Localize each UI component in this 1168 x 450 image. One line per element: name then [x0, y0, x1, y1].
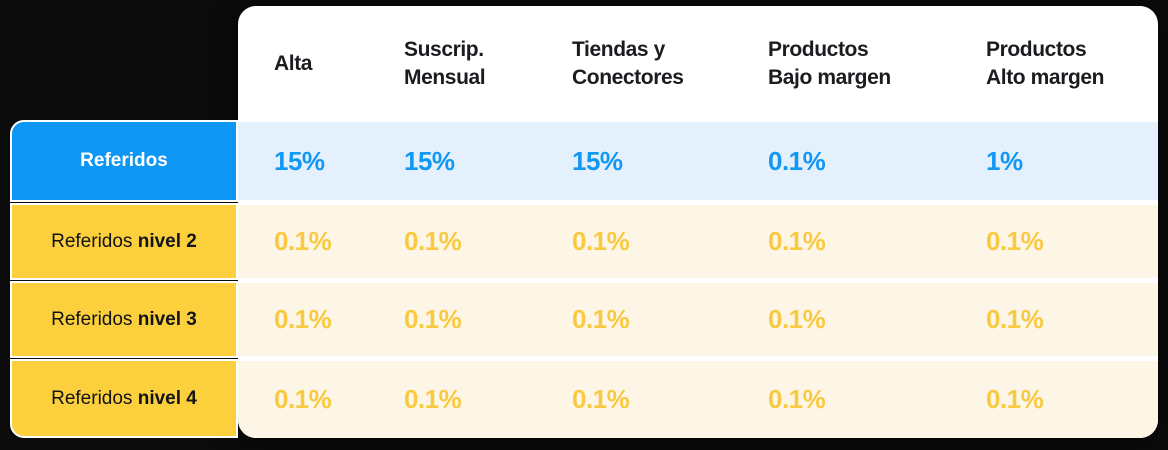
value-cell: 0.1%	[986, 226, 1044, 256]
row-label-bold: nivel 2	[137, 230, 197, 252]
row-values-referidos: 15% 15% 15% 0.1% 1%	[238, 122, 1158, 200]
value-cell: 0.1%	[768, 384, 826, 414]
column-header-productos-alto-margen: Productos Alto margen	[950, 6, 1158, 122]
row-values-referidos-nivel-4: 0.1% 0.1% 0.1% 0.1% 0.1%	[238, 361, 1158, 438]
header-line: Alto margen	[986, 66, 1105, 89]
value-cell: 15%	[572, 145, 623, 176]
value-cell: 0.1%	[404, 226, 462, 256]
value-cell: 0.1%	[274, 226, 332, 256]
value-cell: 0.1%	[404, 384, 462, 414]
value-cell: 0.1%	[274, 384, 332, 414]
header-line: Mensual	[404, 66, 486, 89]
value-cell: 0.1%	[768, 145, 826, 176]
header-line: Productos	[768, 38, 869, 61]
row-values-referidos-nivel-2: 0.1% 0.1% 0.1% 0.1% 0.1%	[238, 205, 1158, 278]
value-cell: 0.1%	[572, 304, 630, 334]
row-label-referidos: Referidos	[10, 120, 238, 202]
row-label-regular: Referidos	[51, 387, 138, 409]
value-cell: 15%	[274, 145, 325, 176]
row-label-referidos-nivel-4: Referidos nivel 4	[10, 359, 238, 438]
column-header-productos-bajo-margen: Productos Bajo margen	[732, 6, 950, 122]
row-label-referidos-nivel-2: Referidos nivel 2	[10, 203, 238, 280]
value-cell: 0.1%	[404, 304, 462, 334]
row-label-regular: Referidos	[51, 308, 138, 330]
value-cell: 0.1%	[572, 384, 630, 414]
column-header-alta: Alta	[238, 6, 368, 122]
row-label-bold: nivel 4	[137, 387, 197, 409]
value-cell: 0.1%	[572, 226, 630, 256]
row-label-bold: Referidos	[80, 150, 168, 171]
value-cell: 15%	[404, 145, 455, 176]
value-cell: 0.1%	[768, 304, 826, 334]
header-row: Alta Suscrip. Mensual Tiendas y Conector…	[238, 6, 1158, 122]
column-header-suscrip-mensual: Suscrip. Mensual	[368, 6, 536, 122]
row-label-regular: Referidos	[51, 230, 138, 252]
header-line: Bajo margen	[768, 66, 891, 89]
header-line: Productos	[986, 38, 1087, 61]
value-cell: 0.1%	[986, 384, 1044, 414]
column-header-tiendas-conectores: Tiendas y Conectores	[536, 6, 732, 122]
header-line: Tiendas y	[572, 38, 665, 61]
row-values-referidos-nivel-3: 0.1% 0.1% 0.1% 0.1% 0.1%	[238, 283, 1158, 356]
value-cell: 0.1%	[768, 226, 826, 256]
value-cell: 1%	[986, 145, 1023, 176]
header-line: Conectores	[572, 66, 684, 89]
value-cell: 0.1%	[986, 304, 1044, 334]
row-label-referidos-nivel-3: Referidos nivel 3	[10, 281, 238, 358]
row-labels-column: Referidos Referidos nivel 2 Referidos ni…	[10, 120, 238, 438]
header-line: Alta	[274, 52, 313, 75]
row-label-bold: nivel 3	[137, 308, 197, 330]
pricing-panel: Alta Suscrip. Mensual Tiendas y Conector…	[238, 6, 1158, 438]
value-cell: 0.1%	[274, 304, 332, 334]
header-line: Suscrip.	[404, 38, 484, 61]
